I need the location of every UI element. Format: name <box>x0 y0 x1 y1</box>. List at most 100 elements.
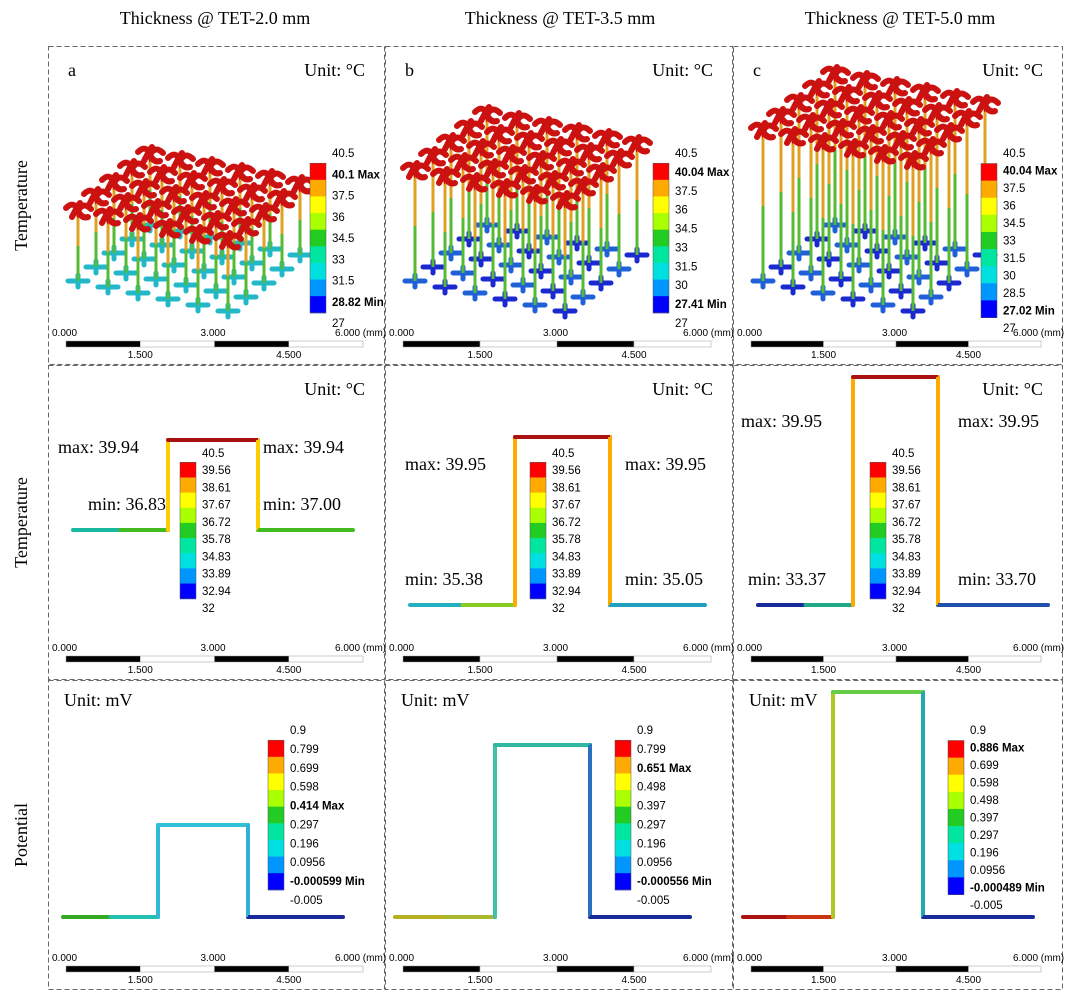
colorbar-label: 37.5 <box>332 191 354 203</box>
scale-segment <box>66 341 140 347</box>
scale-label: 4.500 <box>276 975 301 986</box>
scale-segment <box>634 341 711 347</box>
colorbar-label: 39.56 <box>202 465 231 477</box>
row-label: Potential <box>11 803 31 867</box>
scale-segment <box>403 341 480 347</box>
lattice-top <box>457 121 482 135</box>
scale-label: 1.500 <box>128 665 153 676</box>
scale-segment <box>824 966 897 972</box>
lattice-top <box>913 85 938 99</box>
colorbar-label: 37.5 <box>675 186 697 198</box>
colorbar-band <box>615 773 631 790</box>
colorbar-band <box>948 826 964 844</box>
scale-segment <box>480 341 557 347</box>
colorbar-band <box>530 538 546 554</box>
lattice-top <box>234 219 259 233</box>
colorbar-label: 0.397 <box>637 801 666 813</box>
colorbar-band <box>948 843 964 861</box>
scale-segment <box>480 656 557 662</box>
colorbar-label: 32.94 <box>892 586 921 598</box>
colorbar-band <box>653 280 669 297</box>
lattice-top <box>469 141 494 155</box>
colorbar-label: 0.498 <box>970 795 999 807</box>
unit-label: Unit: °C <box>304 379 365 399</box>
scale-segment <box>215 966 289 972</box>
colorbar-band <box>530 462 546 478</box>
lattice-top <box>174 207 199 221</box>
colorbar-label: 0.0956 <box>290 857 325 869</box>
colorbar-band <box>653 163 669 180</box>
lattice-top <box>973 97 998 111</box>
lattice-top <box>937 125 962 139</box>
colorbar-band <box>870 538 886 554</box>
colorbar-label: 0.297 <box>637 819 666 831</box>
colorbar-band <box>653 180 669 197</box>
lattice-top <box>523 187 548 201</box>
lattice-top <box>877 113 902 127</box>
scale-label: 3.000 <box>543 953 568 964</box>
lattice-top <box>403 163 428 177</box>
lattice-top <box>216 233 241 247</box>
annotation: max: 39.95 <box>741 411 822 431</box>
colorbar-label: 0.297 <box>290 819 319 831</box>
lattice-top <box>943 91 968 105</box>
scale-label: 4.500 <box>621 665 646 676</box>
unit-label: Unit: mV <box>749 690 818 710</box>
lattice-top <box>66 203 91 217</box>
colorbar-label: 0.397 <box>970 813 999 825</box>
colorbar-label: 0.699 <box>970 760 999 772</box>
colorbar-label: -0.005 <box>290 895 323 907</box>
colorbar-label: 27.41 Min <box>675 299 727 311</box>
lattice-top <box>841 141 866 155</box>
colorbar-label: 37.67 <box>202 500 231 512</box>
colorbar-band <box>310 296 326 313</box>
colorbar-band <box>310 180 326 197</box>
colorbar-label: 38.61 <box>552 482 581 494</box>
scale-segment <box>969 966 1042 972</box>
colorbar-band <box>870 553 886 569</box>
colorbar-label: 34.5 <box>675 224 697 236</box>
colorbar-band <box>948 741 964 759</box>
colorbar-band <box>981 300 997 318</box>
colorbar-band <box>653 263 669 280</box>
scale-segment <box>896 656 969 662</box>
scale-label: 6.000 (mm) <box>1013 328 1064 339</box>
colorbar-band <box>615 823 631 840</box>
scale-label: 3.000 <box>882 953 907 964</box>
colorbar-band <box>180 493 196 509</box>
panel: Unit: mV0.90.886 Max0.6990.5980.4980.397… <box>734 681 1065 990</box>
colorbar-label: -0.000599 Min <box>290 876 365 888</box>
lattice-top <box>451 155 476 169</box>
colorbar-label: 37.67 <box>552 500 581 512</box>
colorbar-band <box>615 840 631 857</box>
scale-label: 3.000 <box>201 328 226 339</box>
colorbar-label: 0.598 <box>290 782 319 794</box>
lattice-top <box>132 181 157 195</box>
unit-label: Unit: °C <box>982 60 1043 80</box>
scale-label: 1.500 <box>467 665 492 676</box>
colorbar-band <box>310 280 326 297</box>
lattice-top <box>240 185 265 199</box>
colorbar-band <box>530 523 546 539</box>
colorbar-label: 32 <box>552 603 565 615</box>
lattice-top <box>925 105 950 119</box>
colorbar-band <box>653 230 669 247</box>
lattice-top <box>222 199 247 213</box>
scale-segment <box>480 966 557 972</box>
colorbar-band <box>981 266 997 284</box>
colorbar-band <box>268 807 284 824</box>
scale-label: 6.000 (mm) <box>1013 953 1064 964</box>
colorbar-band <box>870 523 886 539</box>
lattice-top <box>829 121 854 135</box>
scale-label: 3.000 <box>201 953 226 964</box>
lattice-top <box>553 193 578 207</box>
scale-label: 0.000 <box>389 328 414 339</box>
colorbar-label: 30 <box>1003 271 1016 283</box>
scale-label: 3.000 <box>543 643 568 654</box>
colorbar-band <box>180 538 196 554</box>
lattice-top <box>114 195 139 209</box>
colorbar-band <box>615 873 631 890</box>
lattice-top <box>835 87 860 101</box>
